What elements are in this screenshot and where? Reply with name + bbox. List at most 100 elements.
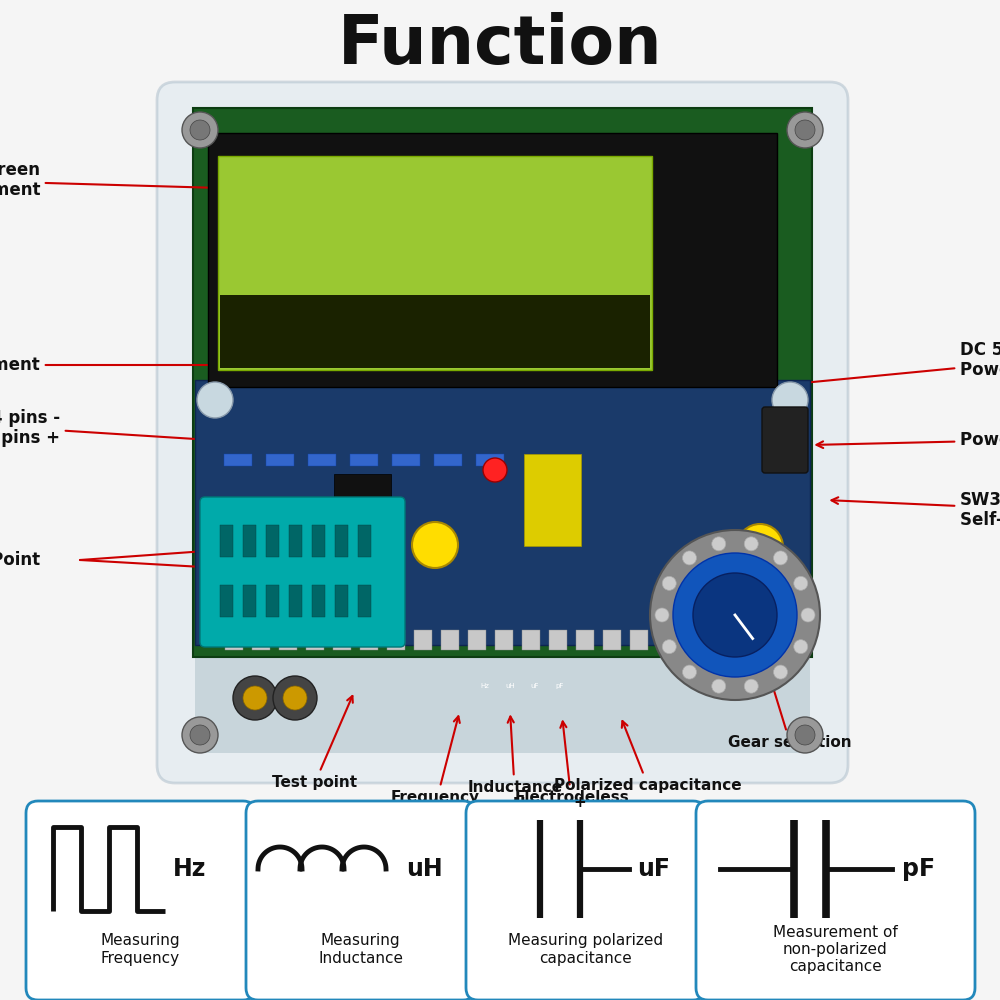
FancyBboxPatch shape — [224, 454, 252, 466]
Text: pF: pF — [556, 683, 564, 689]
Circle shape — [744, 537, 758, 551]
Circle shape — [273, 676, 317, 720]
Bar — [358, 525, 371, 557]
Bar — [312, 585, 325, 617]
Text: Liquid crystal screen
Display Adjustment: Liquid crystal screen Display Adjustment — [0, 161, 284, 199]
Circle shape — [682, 551, 696, 565]
Bar — [468, 630, 486, 650]
Circle shape — [774, 551, 788, 565]
FancyBboxPatch shape — [696, 801, 975, 1000]
Text: Hz: Hz — [173, 857, 206, 881]
Circle shape — [662, 640, 676, 654]
Circle shape — [772, 382, 808, 418]
Text: Frequency
Hz: Frequency Hz — [390, 716, 480, 822]
FancyBboxPatch shape — [524, 454, 581, 546]
Circle shape — [182, 112, 218, 148]
Circle shape — [483, 458, 507, 482]
FancyBboxPatch shape — [350, 454, 378, 466]
Text: Measurement of
non-polarized
capacitance: Measurement of non-polarized capacitance — [773, 925, 898, 974]
FancyBboxPatch shape — [157, 82, 848, 783]
Bar — [495, 630, 513, 650]
FancyBboxPatch shape — [200, 497, 405, 647]
Bar — [522, 630, 540, 650]
Bar — [289, 585, 302, 617]
Text: Gear selection: Gear selection — [728, 651, 852, 750]
Circle shape — [744, 679, 758, 693]
Circle shape — [774, 665, 788, 679]
Bar — [441, 630, 459, 650]
Text: Power Switch: Power Switch — [816, 431, 1000, 449]
Bar — [335, 525, 348, 557]
Text: Measuring polarized
capacitance: Measuring polarized capacitance — [508, 933, 663, 966]
Text: Voltage Adjustment: Voltage Adjustment — [0, 356, 284, 374]
Bar — [335, 585, 348, 617]
Text: uH: uH — [505, 683, 515, 689]
FancyBboxPatch shape — [434, 454, 462, 466]
Text: +: + — [573, 795, 586, 810]
Circle shape — [655, 608, 669, 622]
Circle shape — [737, 524, 783, 570]
Circle shape — [794, 576, 808, 590]
Bar — [360, 630, 378, 650]
Circle shape — [190, 120, 210, 140]
FancyBboxPatch shape — [466, 801, 705, 1000]
Text: Inductance
uH: Inductance uH — [467, 716, 563, 812]
Bar — [306, 630, 324, 650]
Circle shape — [662, 576, 676, 590]
Circle shape — [182, 717, 218, 753]
Circle shape — [197, 382, 233, 418]
Bar — [657, 630, 675, 650]
Bar — [252, 630, 270, 650]
Bar — [225, 630, 243, 650]
Bar — [220, 525, 233, 557]
FancyBboxPatch shape — [334, 474, 391, 516]
Circle shape — [801, 608, 815, 622]
Circle shape — [650, 530, 820, 700]
Circle shape — [712, 537, 726, 551]
Bar — [549, 630, 567, 650]
Text: Measuring
Frequency: Measuring Frequency — [101, 933, 180, 966]
FancyBboxPatch shape — [195, 380, 810, 645]
Bar — [289, 525, 302, 557]
Bar — [266, 525, 279, 557]
Circle shape — [283, 686, 307, 710]
Bar — [333, 630, 351, 650]
FancyBboxPatch shape — [220, 294, 650, 368]
Text: uF: uF — [531, 683, 539, 689]
Text: pF: pF — [902, 857, 935, 881]
Text: Polarized capacitance: Polarized capacitance — [554, 721, 742, 793]
Text: Function: Function — [338, 12, 662, 78]
Text: Electrodeless
Capacitance: Electrodeless Capacitance — [515, 721, 629, 822]
Bar — [358, 585, 371, 617]
Circle shape — [795, 120, 815, 140]
Bar — [630, 630, 648, 650]
Circle shape — [795, 725, 815, 745]
FancyBboxPatch shape — [308, 454, 336, 466]
Text: SW3
Self-locking switch: SW3 Self-locking switch — [831, 491, 1000, 529]
Bar — [312, 525, 325, 557]
Bar — [414, 630, 432, 650]
Circle shape — [243, 686, 267, 710]
FancyBboxPatch shape — [208, 133, 777, 387]
Circle shape — [794, 640, 808, 654]
Bar — [243, 525, 256, 557]
Text: Test point: Test point — [272, 696, 358, 790]
Bar — [711, 630, 729, 650]
Text: Measuring
Inductance: Measuring Inductance — [318, 933, 403, 966]
Bar — [738, 630, 756, 650]
Circle shape — [673, 553, 797, 677]
Text: ON/OFF: ON/OFF — [707, 615, 733, 621]
Circle shape — [682, 665, 696, 679]
Text: uF: uF — [637, 857, 670, 881]
Text: Test Point: Test Point — [0, 551, 40, 569]
Bar — [603, 630, 621, 650]
Circle shape — [712, 679, 726, 693]
Text: 4 pins -
5 pins +: 4 pins - 5 pins + — [0, 409, 284, 447]
Circle shape — [190, 725, 210, 745]
FancyBboxPatch shape — [476, 454, 504, 466]
Circle shape — [233, 676, 277, 720]
FancyBboxPatch shape — [762, 407, 808, 473]
Text: DC 5V
Power Connector: DC 5V Power Connector — [736, 341, 1000, 392]
Text: uH: uH — [406, 857, 443, 881]
Bar — [576, 630, 594, 650]
